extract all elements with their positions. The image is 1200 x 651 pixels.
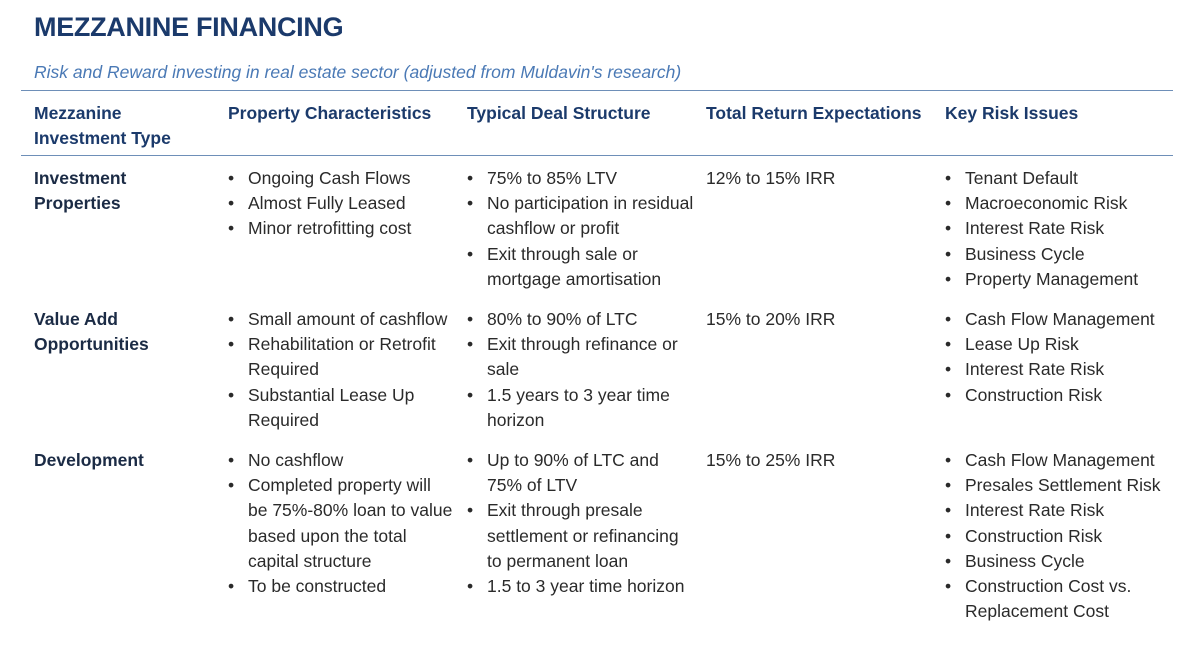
property-characteristics-list: Ongoing Cash Flows Almost Fully Leased M… [228,166,453,242]
list-item: Presales Settlement Risk [945,473,1170,498]
page-subtitle: Risk and Reward investing in real estate… [34,62,682,82]
list-item: 80% to 90% of LTC [467,307,695,332]
header-deal-structure: Typical Deal Structure [467,103,651,123]
return-expectation: 12% to 15% IRR [706,168,836,188]
list-item: Rehabilitation or Retrofit Required [228,332,453,382]
property-characteristics-list: Small amount of cashflow Rehabilitation … [228,307,453,433]
return-expectation: 15% to 25% IRR [706,450,836,470]
list-item: Business Cycle [945,549,1170,574]
list-item: Property Management [945,267,1170,292]
key-risk-list: Cash Flow Management Presales Settlement… [945,448,1170,624]
list-item: Ongoing Cash Flows [228,166,453,191]
page-title: MEZZANINE FINANCING [34,12,344,42]
header-return-expectations: Total Return Expectations [706,103,922,123]
list-item: Exit through refinance or sale [467,332,695,382]
list-item: 75% to 85% LTV [467,166,695,191]
list-item: Cash Flow Management [945,307,1170,332]
list-item: Cash Flow Management [945,448,1170,473]
list-item: Up to 90% of LTC and 75% of LTV [467,448,695,498]
deal-structure-list: Up to 90% of LTC and 75% of LTV Exit thr… [467,448,695,599]
deal-structure-list: 75% to 85% LTV No participation in resid… [467,166,695,292]
list-item: Construction Risk [945,383,1170,408]
list-item: Small amount of cashflow [228,307,453,332]
list-item: 1.5 years to 3 year time horizon [467,383,695,433]
table-top-rule [21,90,1173,91]
list-item: Exit through sale or mortgage amortisati… [467,242,695,292]
header-key-risk-issues: Key Risk Issues [945,103,1079,123]
list-item: Construction Risk [945,524,1170,549]
list-item: Substantial Lease Up Required [228,383,453,433]
return-expectation: 15% to 20% IRR [706,309,836,329]
list-item: Tenant Default [945,166,1170,191]
row-label-investment-properties: Investment Properties [34,168,127,213]
row-label-value-add-opportunities: Value Add Opportunities [34,309,149,354]
list-item: Interest Rate Risk [945,498,1170,523]
list-item: No participation in residual cashflow or… [467,191,695,241]
list-item: Exit through presale settlement or refin… [467,498,695,574]
list-item: Construction Cost vs. Replacement Cost [945,574,1170,624]
deal-structure-list: 80% to 90% of LTC Exit through refinance… [467,307,695,433]
header-investment-type: Mezzanine Investment Type [34,103,171,148]
key-risk-list: Cash Flow Management Lease Up Risk Inter… [945,307,1170,408]
list-item: No cashflow [228,448,453,473]
list-item: Interest Rate Risk [945,216,1170,241]
list-item: Interest Rate Risk [945,357,1170,382]
property-characteristics-list: No cashflow Completed property will be 7… [228,448,453,599]
list-item: Minor retrofitting cost [228,216,453,241]
list-item: Almost Fully Leased [228,191,453,216]
header-property-characteristics: Property Characteristics [228,103,432,123]
list-item: Completed property will be 75%-80% loan … [228,473,453,574]
list-item: 1.5 to 3 year time horizon [467,574,695,599]
header-divider-rule [21,155,1173,156]
list-item: Macroeconomic Risk [945,191,1170,216]
list-item: To be constructed [228,574,453,599]
list-item: Lease Up Risk [945,332,1170,357]
key-risk-list: Tenant Default Macroeconomic Risk Intere… [945,166,1170,292]
list-item: Business Cycle [945,242,1170,267]
row-label-development: Development [34,450,144,470]
